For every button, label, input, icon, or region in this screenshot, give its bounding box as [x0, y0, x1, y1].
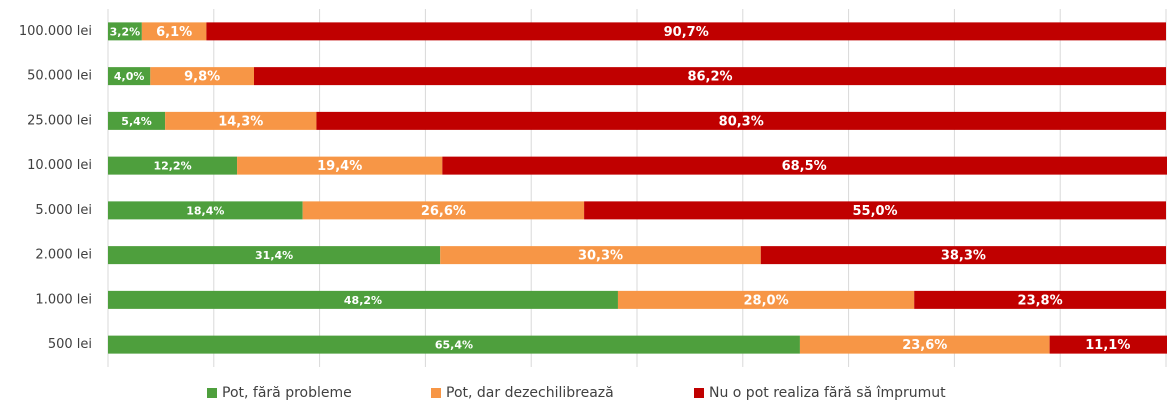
- bar-segment: [442, 156, 1167, 175]
- bar-segment: [584, 201, 1166, 220]
- data-label: 26,6%: [421, 204, 466, 219]
- data-label: 55,0%: [852, 204, 897, 219]
- bar-segment: [165, 111, 317, 130]
- y-tick-label: 50.000 lei: [27, 69, 92, 84]
- y-tick-label: 1.000 lei: [35, 292, 92, 307]
- data-label: 28,0%: [744, 293, 789, 308]
- bar-segment: [141, 22, 207, 41]
- data-label: 11,1%: [1085, 338, 1130, 353]
- data-label: 5,4%: [121, 115, 152, 128]
- data-label: 18,4%: [186, 204, 224, 217]
- data-label: 19,4%: [317, 159, 362, 174]
- bar-segment: [237, 156, 443, 175]
- data-label: 30,3%: [578, 249, 623, 264]
- data-label: 4,0%: [114, 70, 145, 83]
- data-label: 12,2%: [153, 160, 191, 173]
- y-tick-label: 2.000 lei: [35, 248, 92, 263]
- bar-segment: [254, 67, 1166, 86]
- bar-segment: [316, 111, 1166, 130]
- data-label: 38,3%: [941, 249, 986, 264]
- legend-label: Pot, dar dezechilibrează: [446, 385, 614, 401]
- bar-segment: [108, 22, 142, 41]
- bar-segment: [206, 22, 1167, 41]
- bar-segment: [302, 201, 585, 220]
- legend-swatch: [694, 388, 704, 398]
- y-tick-label: 500 lei: [48, 337, 92, 352]
- legend-swatch: [431, 388, 441, 398]
- bar-segment: [760, 246, 1166, 265]
- y-tick-label: 25.000 lei: [27, 113, 92, 128]
- data-label: 90,7%: [664, 25, 709, 40]
- legend-label: Pot, fără probleme: [222, 385, 352, 401]
- data-label: 80,3%: [719, 114, 764, 129]
- bar-segment: [108, 67, 151, 86]
- data-label: 9,8%: [184, 70, 220, 85]
- legend-swatch: [207, 388, 217, 398]
- data-label: 23,8%: [1018, 293, 1063, 308]
- bar-segment: [108, 290, 618, 309]
- bar-segment: [440, 246, 761, 265]
- bar-segment: [108, 335, 800, 354]
- y-tick-label: 10.000 lei: [27, 158, 92, 173]
- data-label: 14,3%: [218, 114, 263, 129]
- data-label: 31,4%: [255, 249, 293, 262]
- bar-segment: [1049, 335, 1167, 354]
- data-label: 68,5%: [782, 159, 827, 174]
- y-tick-label: 100.000 lei: [19, 24, 92, 39]
- bar-segment: [108, 156, 238, 175]
- data-label: 23,6%: [902, 338, 947, 353]
- bar-segment: [108, 246, 441, 265]
- bar-segment: [150, 67, 255, 86]
- data-label: 3,2%: [110, 25, 141, 38]
- bar-segment: [799, 335, 1050, 354]
- data-label: 86,2%: [687, 70, 732, 85]
- bar-segment: [617, 290, 915, 309]
- data-label: 65,4%: [435, 339, 473, 352]
- bar-segment: [108, 201, 303, 220]
- legend-label: Nu o pot realiza fără să împrumut: [709, 385, 946, 401]
- bar-segment: [108, 111, 166, 130]
- bar-segment: [914, 290, 1166, 309]
- data-label: 48,2%: [344, 294, 382, 307]
- y-tick-label: 5.000 lei: [35, 203, 92, 218]
- data-label: 6,1%: [156, 25, 192, 40]
